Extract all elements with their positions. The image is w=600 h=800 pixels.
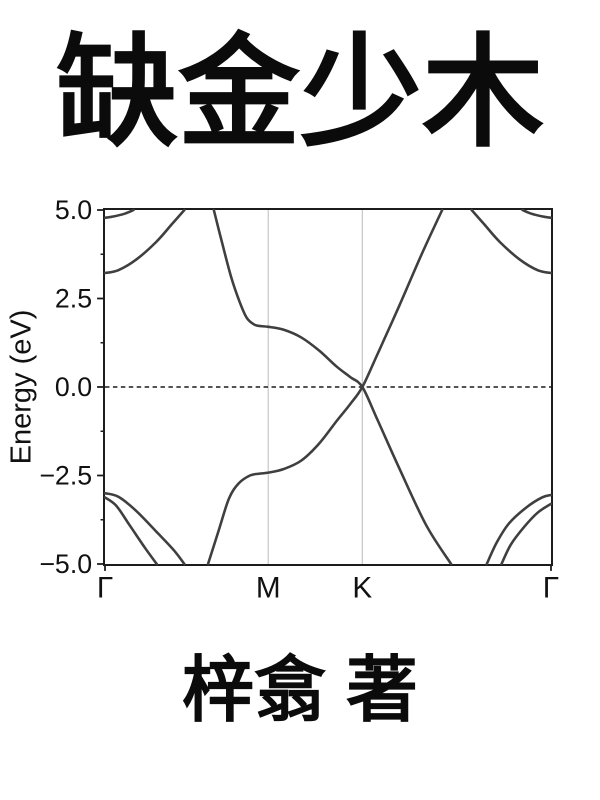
y-axis-title: Energy (eV) [5,309,38,465]
band-curve-pi-valence [206,208,444,566]
x-tick-label-2: K [352,572,372,605]
band-curve-sigma-valence-right-a [485,493,553,566]
y-tick-label-2: 0.0 [55,372,92,402]
band-curve-corner-band-left [103,208,135,220]
x-tick-label-3: Γ [543,572,559,605]
band-structure-figure: Energy (eV) 5.0 2.5 0.0 −2.5 −5.0 Γ M K Γ [0,185,600,615]
band-curve-sigma-conduction-left [103,208,186,275]
band-plot-svg: 5.02.50.0−2.5−5.0Γ M K Γ [39,195,559,605]
y-tick-label-0: 5.0 [55,195,92,225]
band-curve-sigma-valence-left-a [103,491,186,566]
y-tick-label-4: −5.0 [39,549,92,579]
band-curve-sigma-valence-left-b [103,496,159,566]
cover-title: 缺金少木 [56,25,544,161]
x-tick-label-1: M [256,572,281,605]
plot-area: 5.0 2.5 0.0 −2.5 −5.0 Γ M K Γ [39,195,559,605]
y-tick-label-1: 2.5 [55,283,92,313]
band-curve-sigma-valence-right-b [500,502,553,566]
band-curve-pi-conduction [212,208,453,566]
band-curve-sigma-conduction-right [470,208,553,275]
author-line: 梓翕 著 [181,651,418,731]
band-curve-corner-band-right [521,208,553,220]
x-tick-label-0: Γ [97,572,113,605]
y-tick-label-3: −2.5 [39,460,92,490]
